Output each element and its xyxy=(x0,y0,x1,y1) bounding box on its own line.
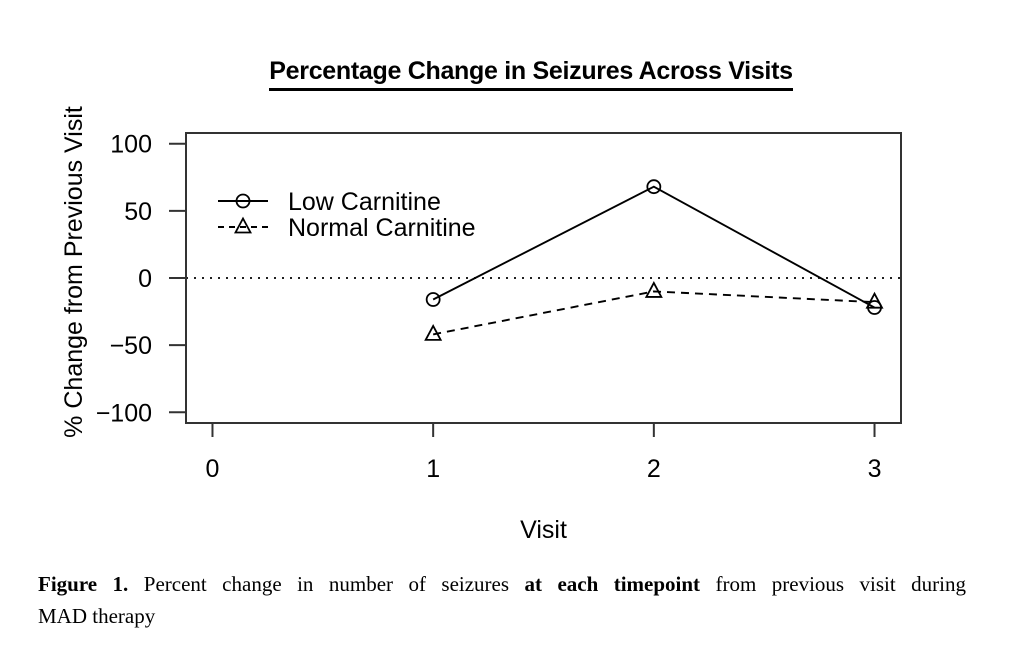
y-tick-label: −100 xyxy=(96,399,152,427)
legend-low-carnitine-circle-marker xyxy=(235,193,251,209)
caption-bold-text: at each timepoint xyxy=(524,572,701,596)
series-line-low-carnitine xyxy=(432,185,875,309)
seizure-line-chart: 100 50 0 −50 −100 0 1 2 3 Visit % Change from Prev… xyxy=(60,106,902,544)
series-normal-carnitine-triangle-marker xyxy=(644,281,663,298)
x-tick-label: 0 xyxy=(206,455,220,483)
y-tick-label: −50 xyxy=(110,332,152,360)
legend-label-low-carnitine: Low Carnitine xyxy=(288,188,441,216)
caption-text: from previous visit during xyxy=(700,572,966,596)
caption-line: Figure 1. Percent change in number of se… xyxy=(38,568,966,600)
caption-line: MAD therapy xyxy=(38,600,966,632)
chart-title: Percentage Change in Seizures Across Vis… xyxy=(0,57,1020,91)
legend-label-normal-carnitine: Normal Carnitine xyxy=(288,214,476,242)
series-low-carnitine-circle-marker xyxy=(425,292,441,307)
x-axis-title: Visit xyxy=(520,516,567,544)
series-low-carnitine-circle-marker xyxy=(646,179,662,195)
plot-border xyxy=(185,132,902,424)
x-tick-label: 3 xyxy=(868,455,882,483)
x-tick-label: 1 xyxy=(426,455,440,483)
y-axis-title: % Change from Previous Visit xyxy=(60,106,88,438)
figure-caption: Figure 1. Percent change in number of se… xyxy=(38,568,966,632)
y-tick-label: 50 xyxy=(124,198,152,226)
series-line-normal-carnitine xyxy=(432,290,875,336)
y-tick-label: 100 xyxy=(110,131,152,159)
x-tick-label: 2 xyxy=(647,455,661,483)
legend-normal-carnitine-triangle-marker xyxy=(233,216,253,234)
caption-text: Percent change in number of seizures xyxy=(128,572,525,596)
y-tick-label: 0 xyxy=(138,265,152,293)
caption-text: MAD therapy xyxy=(38,604,156,628)
series-normal-carnitine-triangle-marker xyxy=(424,323,443,341)
chart-title-text: Percentage Change in Seizures Across Vis… xyxy=(269,57,793,91)
caption-bold-text: Figure 1. xyxy=(38,572,129,596)
series-normal-carnitine-triangle-marker xyxy=(865,291,884,309)
